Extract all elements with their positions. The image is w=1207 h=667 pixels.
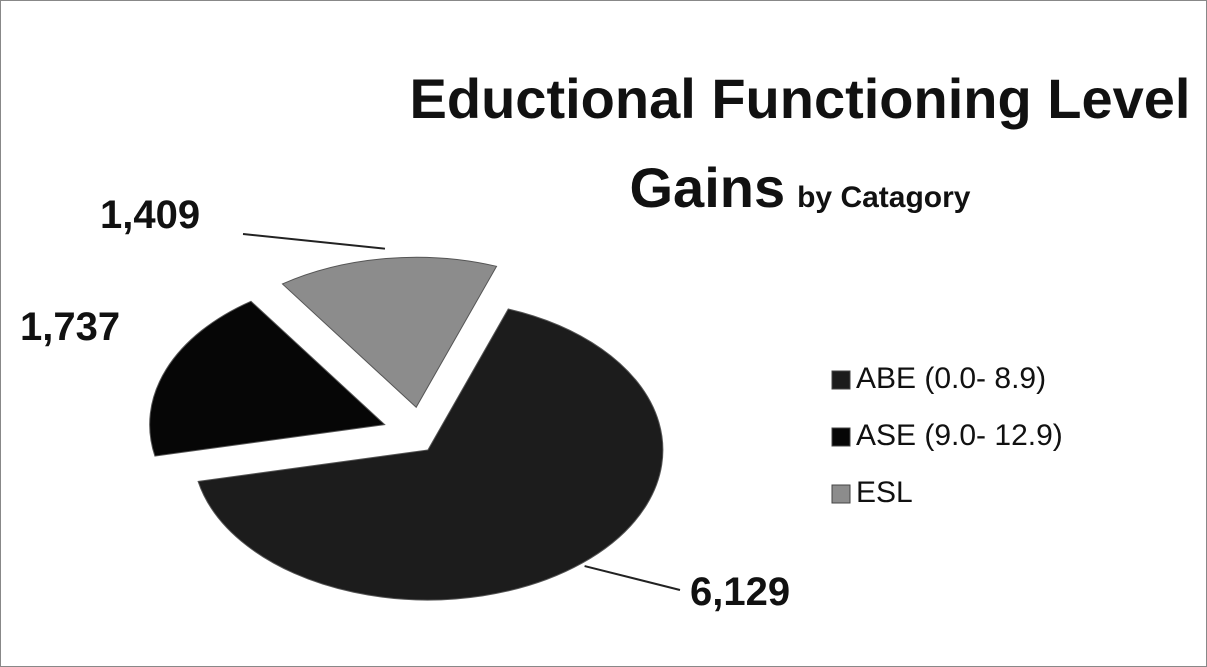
legend-label: ABE (0.0- 8.9): [856, 362, 1046, 395]
pie-slice: [149, 300, 386, 457]
chart-subtitle: by Catagory: [797, 181, 971, 214]
pie-slice: [197, 308, 664, 601]
legend-label: ESL: [856, 476, 913, 509]
chart-title: Eductional Functioning Level Gains: [409, 67, 1191, 219]
data-label: 1,737: [20, 305, 120, 349]
leader-line: [242, 233, 386, 250]
legend-swatch: [831, 427, 851, 447]
legend-swatch: [831, 370, 851, 390]
legend-swatch: [831, 484, 851, 504]
data-label: 6,129: [690, 570, 790, 614]
pie-slice: [281, 256, 498, 409]
title-block: Eductional Functioning Level Gains by Cat…: [400, 62, 1200, 240]
leader-line: [584, 565, 681, 591]
legend-label: ASE (9.0- 12.9): [856, 419, 1063, 452]
data-label: 1,409: [100, 193, 200, 237]
